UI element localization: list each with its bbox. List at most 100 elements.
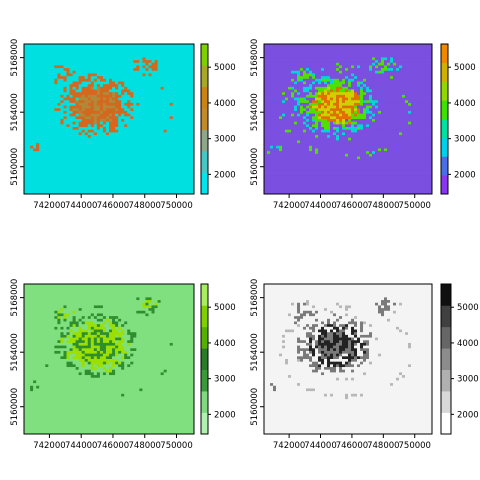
raster-cell <box>115 100 119 104</box>
raster-cell <box>24 169 28 173</box>
raster-cell <box>75 94 80 98</box>
raster-cell <box>63 81 67 85</box>
raster-cell <box>27 94 31 98</box>
raster-cell <box>429 73 432 77</box>
raster-cell <box>151 73 155 77</box>
raster-cell <box>270 78 274 82</box>
raster-cell <box>184 62 189 66</box>
raster-cell <box>36 70 40 74</box>
raster-cell <box>420 86 424 90</box>
raster-cell <box>39 129 43 133</box>
raster-cell <box>54 143 58 147</box>
raster-cell <box>273 46 277 50</box>
raster-cell <box>142 177 146 182</box>
raster-cell <box>78 102 83 107</box>
raster-cell <box>426 110 430 115</box>
raster-cell <box>309 124 313 128</box>
raster-cell <box>291 76 295 80</box>
raster-cell <box>60 92 64 96</box>
raster-cell <box>81 68 86 72</box>
raster-cell <box>118 60 122 64</box>
raster-cell <box>139 54 143 58</box>
raster-cell <box>423 81 427 85</box>
raster-cell <box>112 57 116 61</box>
raster-cell <box>72 132 77 136</box>
raster-cell <box>381 116 385 120</box>
raster-cell <box>321 124 325 128</box>
raster-cell <box>87 108 92 112</box>
raster-cell <box>45 156 49 160</box>
raster-cell <box>288 97 292 101</box>
raster-cell <box>306 81 310 85</box>
raster-cell <box>112 132 116 136</box>
raster-cell <box>181 62 186 66</box>
raster-cell <box>60 140 64 144</box>
raster-cell <box>402 100 406 104</box>
raster-cell <box>426 116 430 120</box>
raster-cell <box>175 143 180 147</box>
raster-cell <box>66 129 70 133</box>
raster-cell <box>93 94 98 98</box>
raster-cell <box>30 81 34 85</box>
raster-cell <box>396 76 400 80</box>
raster-cell <box>66 191 70 194</box>
raster-cell <box>66 143 70 147</box>
raster-cell <box>270 102 274 107</box>
raster-cell <box>57 135 61 139</box>
raster-cell <box>384 89 388 93</box>
raster-cell <box>148 81 152 85</box>
raster-cell <box>112 164 116 168</box>
raster-cell <box>166 46 171 50</box>
raster-cell <box>303 108 307 112</box>
raster-cell <box>139 102 143 107</box>
raster-cell <box>48 161 52 165</box>
raster-cell <box>279 65 283 69</box>
raster-cell <box>276 54 280 58</box>
raster-cell <box>357 121 361 125</box>
raster-cell <box>312 121 316 125</box>
raster-cell <box>184 84 189 88</box>
raster-cell <box>175 161 180 165</box>
raster-cell <box>396 46 400 50</box>
raster-cell <box>324 78 328 82</box>
raster-cell <box>285 110 289 115</box>
raster-cell <box>133 140 137 144</box>
raster-cell <box>378 92 382 96</box>
raster-cell <box>184 127 189 131</box>
raster-cell <box>181 175 186 179</box>
raster-cell <box>66 86 70 90</box>
raster-cell <box>163 124 168 128</box>
raster-cell <box>69 191 73 194</box>
raster-cell <box>303 70 307 74</box>
raster-cell <box>270 121 274 125</box>
raster-cell <box>109 188 113 192</box>
raster-cell <box>366 86 370 90</box>
legend-swatch <box>201 151 208 173</box>
raster-cell <box>306 129 310 133</box>
raster-cell <box>24 135 28 139</box>
raster-cell <box>84 92 89 96</box>
raster-cell <box>63 65 67 69</box>
raster-cell <box>69 46 73 50</box>
raster-cell <box>423 110 427 115</box>
raster-cell <box>124 70 128 74</box>
raster-cell <box>411 94 415 98</box>
raster-cell <box>423 105 427 109</box>
raster-cell <box>330 65 334 69</box>
raster-cell <box>145 52 149 56</box>
raster-cell <box>288 70 292 74</box>
raster-cell <box>99 156 104 160</box>
raster-cell <box>399 110 403 115</box>
raster-cell <box>190 167 194 171</box>
raster-cell <box>90 164 95 168</box>
raster-cell <box>133 92 137 96</box>
raster-cell <box>363 68 367 72</box>
raster-cell <box>175 73 180 77</box>
raster-cell <box>267 92 271 96</box>
raster-cell <box>336 46 340 50</box>
raster-cell <box>190 86 194 90</box>
raster-cell <box>414 92 418 96</box>
raster-cell <box>339 92 343 96</box>
raster-cell <box>39 137 43 141</box>
raster-cell <box>145 73 149 77</box>
